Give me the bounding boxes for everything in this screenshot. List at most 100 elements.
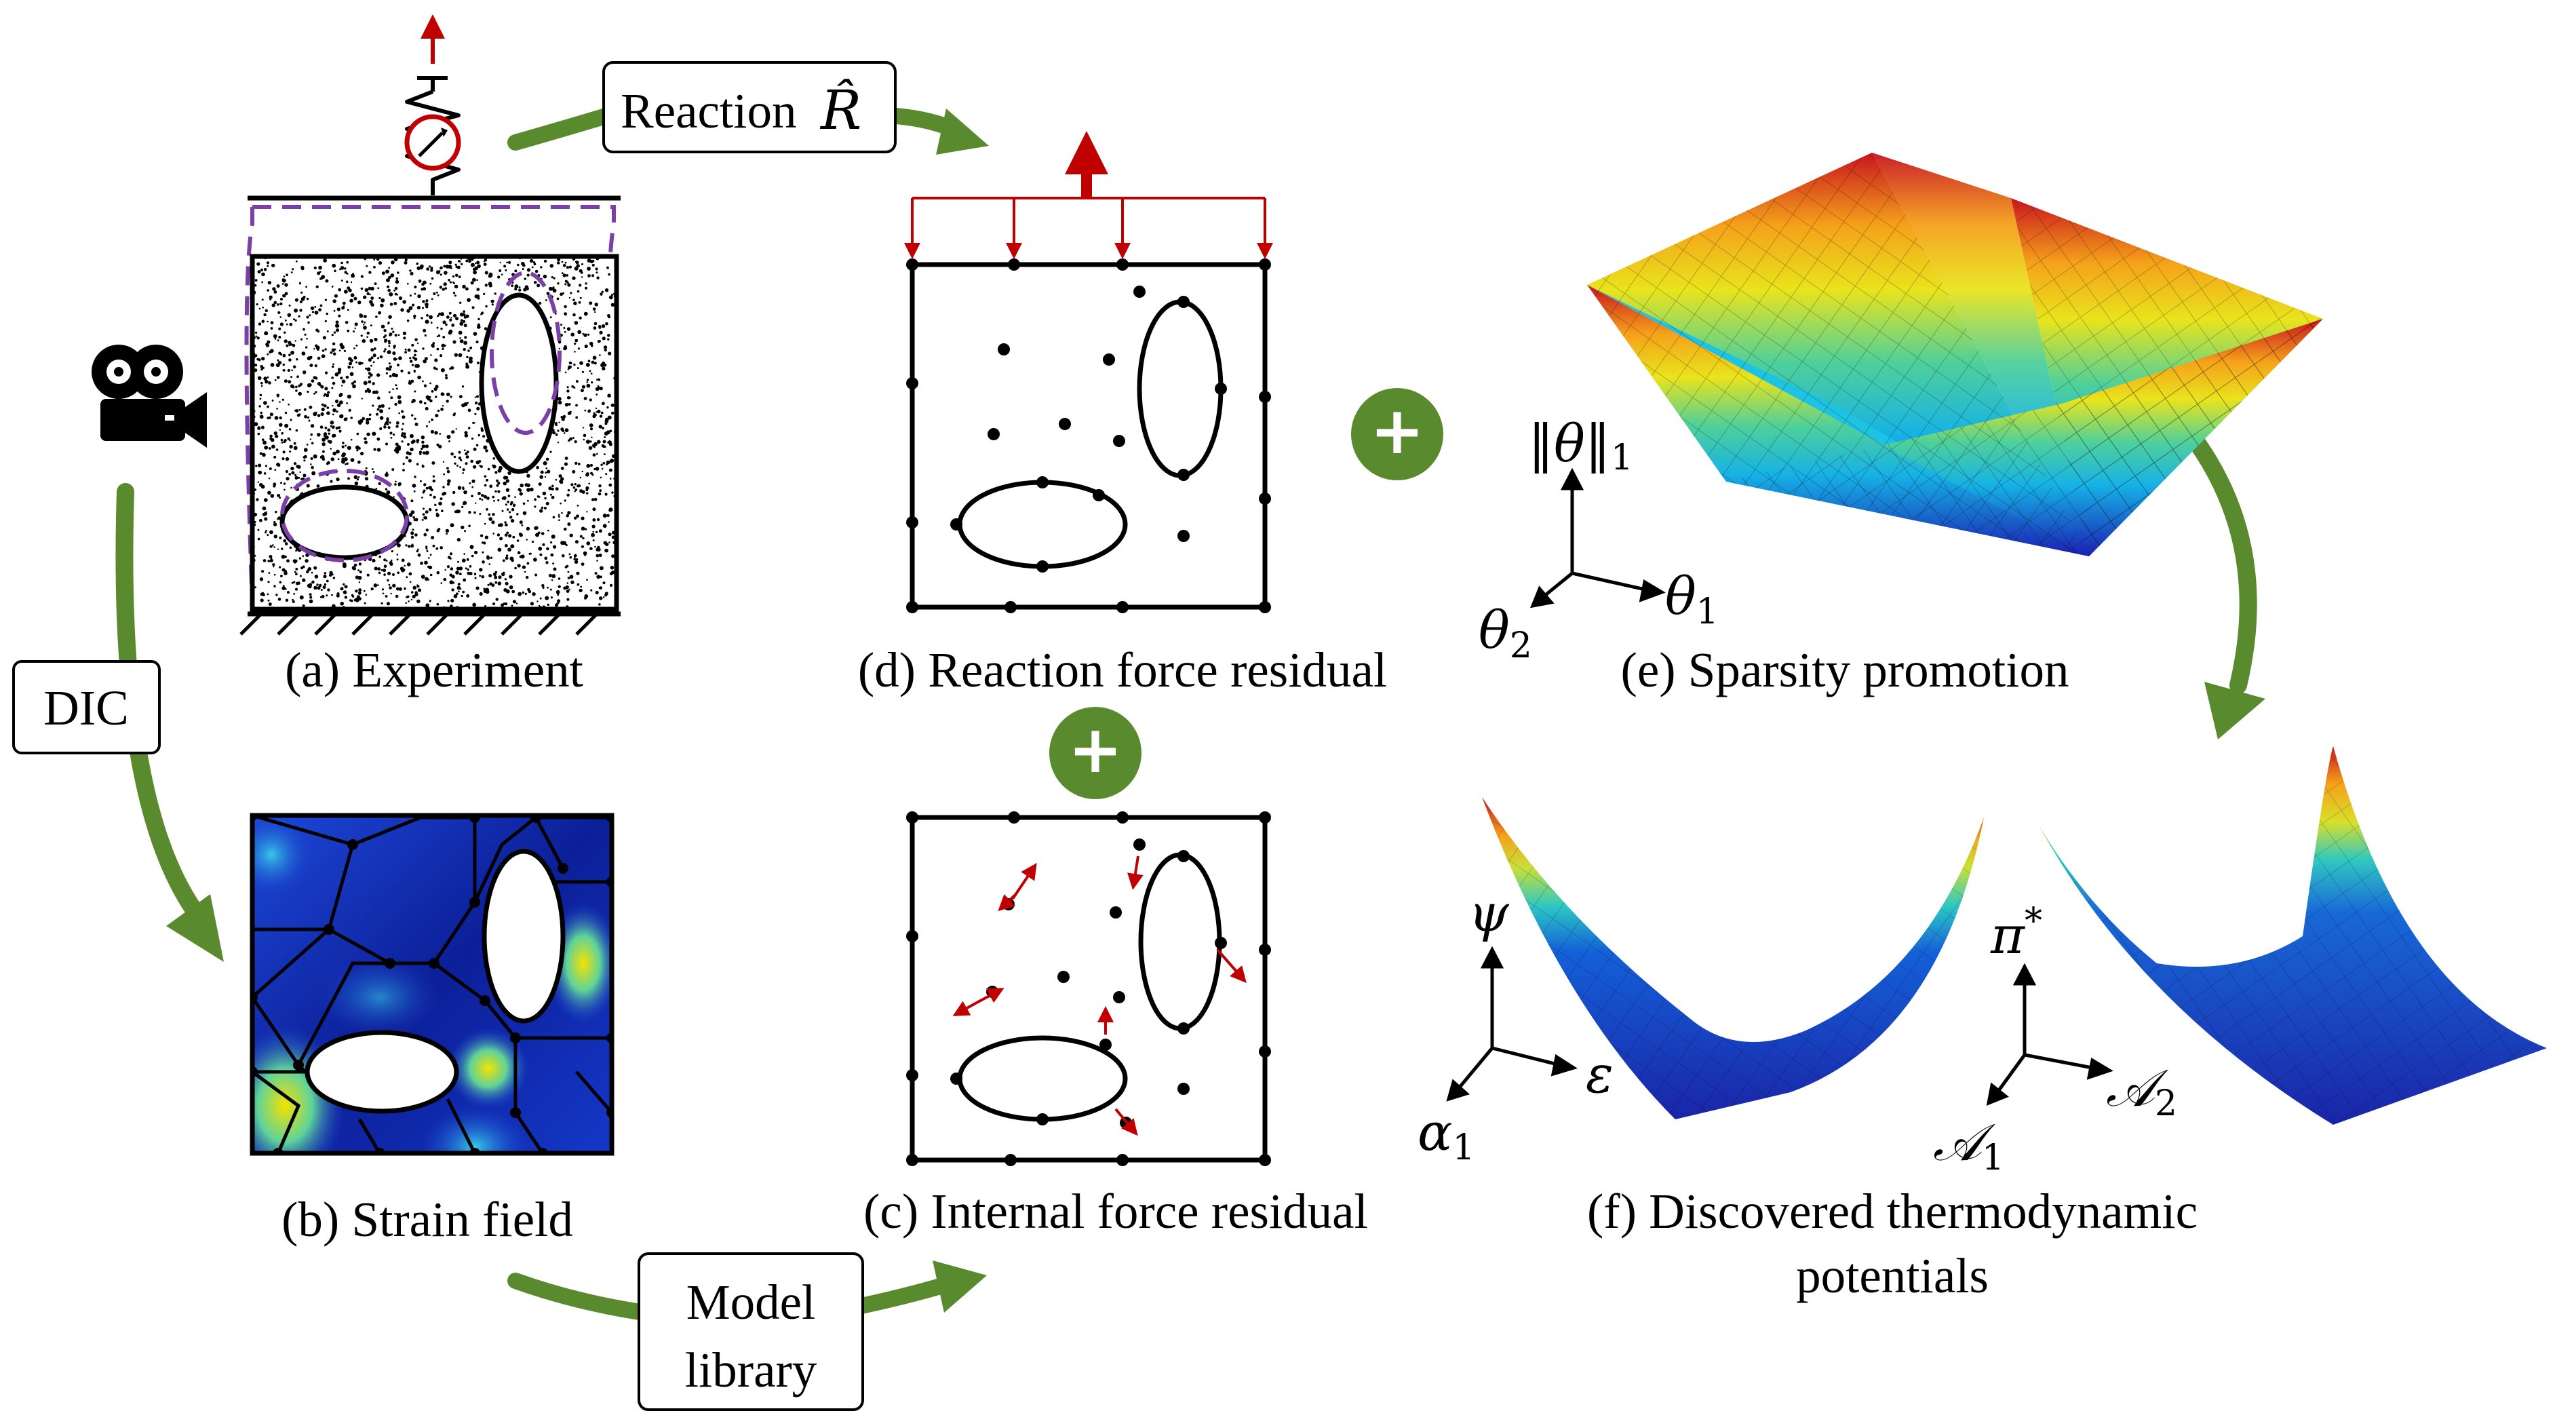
residual-node	[1116, 811, 1129, 824]
axis-label-theta1: θ	[1665, 566, 1696, 626]
svg-text:θ1: θ1	[1665, 566, 1719, 632]
residual-node	[1113, 435, 1125, 447]
dic-box: DIC	[12, 660, 161, 754]
residual-node	[906, 811, 918, 824]
reaction-box-label: Reaction	[621, 83, 796, 138]
svg-text:π*: π*	[1990, 901, 2042, 965]
panel-sparsity: ‖θ‖1 θ1 θ2 (e) Sparsity promotion	[1479, 153, 2323, 697]
residual-node	[906, 258, 918, 271]
residual-node	[1133, 286, 1146, 298]
residual-node	[1133, 838, 1146, 851]
residual-node	[1103, 353, 1115, 366]
residual-node	[1177, 1083, 1190, 1095]
residual-node	[1177, 850, 1190, 862]
residual-node	[1099, 1039, 1112, 1051]
model-box-line1: Model	[686, 1275, 816, 1330]
svg-text:θ2: θ2	[1479, 600, 1532, 666]
panel-internal-residual: (c) Internal force residual	[863, 811, 1368, 1239]
residual-node	[906, 601, 918, 613]
axis-label-norm: ‖θ‖	[1528, 413, 1611, 474]
residual-nodes-reaction	[906, 258, 1271, 613]
residual-node	[1116, 258, 1129, 271]
residual-node	[906, 930, 918, 942]
axis-label-pi: π	[1990, 905, 2026, 965]
axis-label-epsilon: ε	[1586, 1044, 1614, 1104]
axes-sparsity	[1529, 467, 1666, 609]
axis-sub-alpha: 1	[1452, 1127, 1475, 1168]
dic-box-label: DIC	[43, 680, 129, 735]
arrow-camera-to-strain	[115, 483, 212, 931]
model-library-box: Model library	[638, 1252, 864, 1411]
residual-node	[1113, 991, 1125, 1003]
camera-icon	[92, 345, 207, 448]
residual-node	[906, 377, 918, 389]
axis-sub-norm: 1	[1611, 438, 1633, 478]
axes-pi	[1986, 963, 2113, 1106]
svg-text:𝒜2: 𝒜2	[2106, 1058, 2177, 1124]
arrow-experiment-to-reaction	[507, 109, 612, 151]
flow-arrows	[115, 107, 2265, 1321]
arrow-strain-to-internal	[507, 1273, 652, 1321]
residual-node	[906, 1154, 918, 1166]
residual-node	[906, 1069, 918, 1081]
residual-node	[988, 428, 1000, 440]
residual-node	[1059, 418, 1071, 430]
caption-sparsity: (e) Sparsity promotion	[1621, 642, 2069, 697]
residual-node	[1110, 906, 1122, 919]
residual-node	[1259, 258, 1271, 271]
residual-node	[1057, 971, 1070, 983]
caption-experiment: (a) Experiment	[285, 642, 583, 697]
caption-internal-residual: (c) Internal force residual	[863, 1184, 1368, 1239]
residual-node	[1008, 258, 1020, 271]
residual-node	[1177, 296, 1190, 308]
model-box-line2: library	[685, 1343, 817, 1397]
svg-text:𝒜1: 𝒜1	[1933, 1112, 2004, 1178]
plus-icon: +	[1351, 388, 1443, 480]
residual-node	[998, 343, 1010, 355]
residual-node	[1177, 530, 1190, 542]
internal-force-arrows	[952, 855, 1247, 1136]
svg-text:α1: α1	[1418, 1102, 1475, 1168]
caption-reaction-residual: (d) Reaction force residual	[858, 642, 1387, 697]
axis-label-alpha: α	[1418, 1102, 1452, 1162]
residual-node	[950, 1073, 962, 1085]
residual-node	[950, 518, 962, 530]
axis-sub-A1: 1	[1982, 1138, 2004, 1178]
residual-node	[1116, 601, 1129, 613]
panel-strain-field: (b) Strain field	[250, 813, 614, 1247]
residual-node	[1116, 1154, 1129, 1166]
panel-experiment: (a) Experiment	[239, 14, 621, 697]
axis-label-theta2: θ	[1479, 600, 1510, 660]
residual-node	[1004, 601, 1017, 613]
residual-node	[1215, 383, 1227, 395]
residual-node	[1259, 601, 1271, 613]
residual-node	[1215, 937, 1227, 949]
caption-potentials-line1: (f) Discovered thermodynamic	[1587, 1184, 2198, 1239]
residual-node	[1036, 560, 1049, 573]
residual-node	[1177, 469, 1190, 481]
residual-node	[1008, 811, 1020, 824]
residual-node	[1093, 489, 1105, 501]
reaction-symbol: R̂	[819, 77, 861, 142]
residual-node	[1177, 1022, 1190, 1035]
plus-icon: +	[1049, 707, 1141, 799]
axis-sub-theta2: 2	[1510, 625, 1532, 666]
axes-psi	[1446, 946, 1578, 1102]
residual-node	[1259, 1045, 1271, 1058]
reaction-box: Reaction R̂	[602, 61, 897, 153]
residual-node	[1259, 391, 1271, 403]
axis-sub-A2: 2	[2155, 1083, 2177, 1124]
caption-strain-field: (b) Strain field	[281, 1192, 573, 1247]
plus-sign-2: +	[1068, 712, 1123, 788]
panel-reaction-residual: (d) Reaction force residual	[858, 131, 1387, 697]
load-cell-icon	[404, 14, 461, 195]
axis-sub-theta1: 1	[1696, 592, 1719, 632]
axis-sup-pi: *	[2025, 901, 2042, 942]
arrow-sparsity-to-potentials	[2182, 425, 2257, 694]
panel-potentials: ψ ε α1 π* 𝒜2 𝒜1 (f) Discovered thermodyn…	[1418, 746, 2547, 1303]
residual-node	[906, 516, 918, 528]
residual-node	[1259, 493, 1271, 505]
plus-sign-1: +	[1370, 393, 1424, 469]
residual-node	[1259, 811, 1271, 824]
